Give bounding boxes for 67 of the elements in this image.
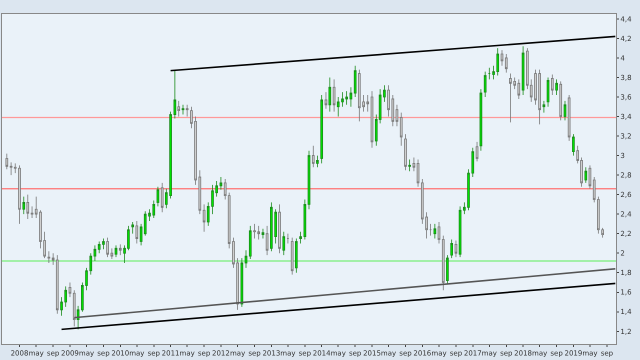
candlestick <box>450 239 454 258</box>
candlestick <box>290 237 294 276</box>
candlestick <box>404 134 407 171</box>
candlestick <box>18 164 21 224</box>
candlestick <box>186 104 188 117</box>
candlestick <box>370 90 374 148</box>
candlestick <box>476 142 478 162</box>
candlestick <box>274 208 277 244</box>
candlestick <box>312 145 315 168</box>
candlestick <box>555 79 558 96</box>
candlestick <box>484 71 487 98</box>
candlestick <box>156 186 160 207</box>
candlestick <box>434 224 436 239</box>
candlestick <box>480 88 482 152</box>
candlestick <box>118 244 122 256</box>
candlestick <box>266 225 268 256</box>
candlestick <box>584 166 588 184</box>
candlestick <box>358 69 361 122</box>
candlestick <box>22 196 26 215</box>
candlestick <box>568 94 570 142</box>
candlestick <box>316 155 319 168</box>
candlestick <box>48 250 50 264</box>
candlestick <box>408 159 411 172</box>
candlestick <box>496 48 500 76</box>
candlestick <box>177 100 180 117</box>
candlestick <box>182 104 184 115</box>
candlestick <box>509 73 512 123</box>
candlestick <box>5 153 8 170</box>
candlestick <box>278 204 281 254</box>
candlestick <box>286 233 290 244</box>
candlestick <box>294 238 298 274</box>
candlestick <box>202 204 206 232</box>
candlestick <box>253 224 256 239</box>
candlestick <box>446 254 449 285</box>
candlestick <box>262 228 264 239</box>
candlestick <box>152 200 156 218</box>
candlestick <box>131 222 134 234</box>
candlestick <box>257 225 260 240</box>
candlestick <box>550 74 554 96</box>
candlestick <box>328 77 332 112</box>
candlestick <box>164 188 168 209</box>
candlestick <box>324 92 328 110</box>
candlestick <box>538 69 541 125</box>
candlestick <box>270 202 273 252</box>
candlestick <box>332 79 336 112</box>
candlestick <box>10 162 12 176</box>
candlestick <box>160 182 164 213</box>
candlestick <box>517 79 520 100</box>
candlestick <box>458 206 462 258</box>
candlestick <box>454 240 458 258</box>
candlestick <box>564 100 566 121</box>
candlestick <box>135 220 138 244</box>
candlestick <box>320 94 324 164</box>
candlestick <box>282 231 286 256</box>
candlestick <box>559 80 562 121</box>
candlestick <box>114 244 118 258</box>
candlestick <box>56 254 59 314</box>
candlestick <box>542 100 546 114</box>
candlestick <box>601 227 604 238</box>
candlestick <box>572 134 575 156</box>
candlestick <box>26 194 30 220</box>
candlestick <box>106 237 109 258</box>
candlestick <box>504 54 508 73</box>
candlestick <box>546 77 550 108</box>
candlestick <box>102 238 105 250</box>
candlestick <box>522 46 524 96</box>
candlestick <box>488 67 491 80</box>
